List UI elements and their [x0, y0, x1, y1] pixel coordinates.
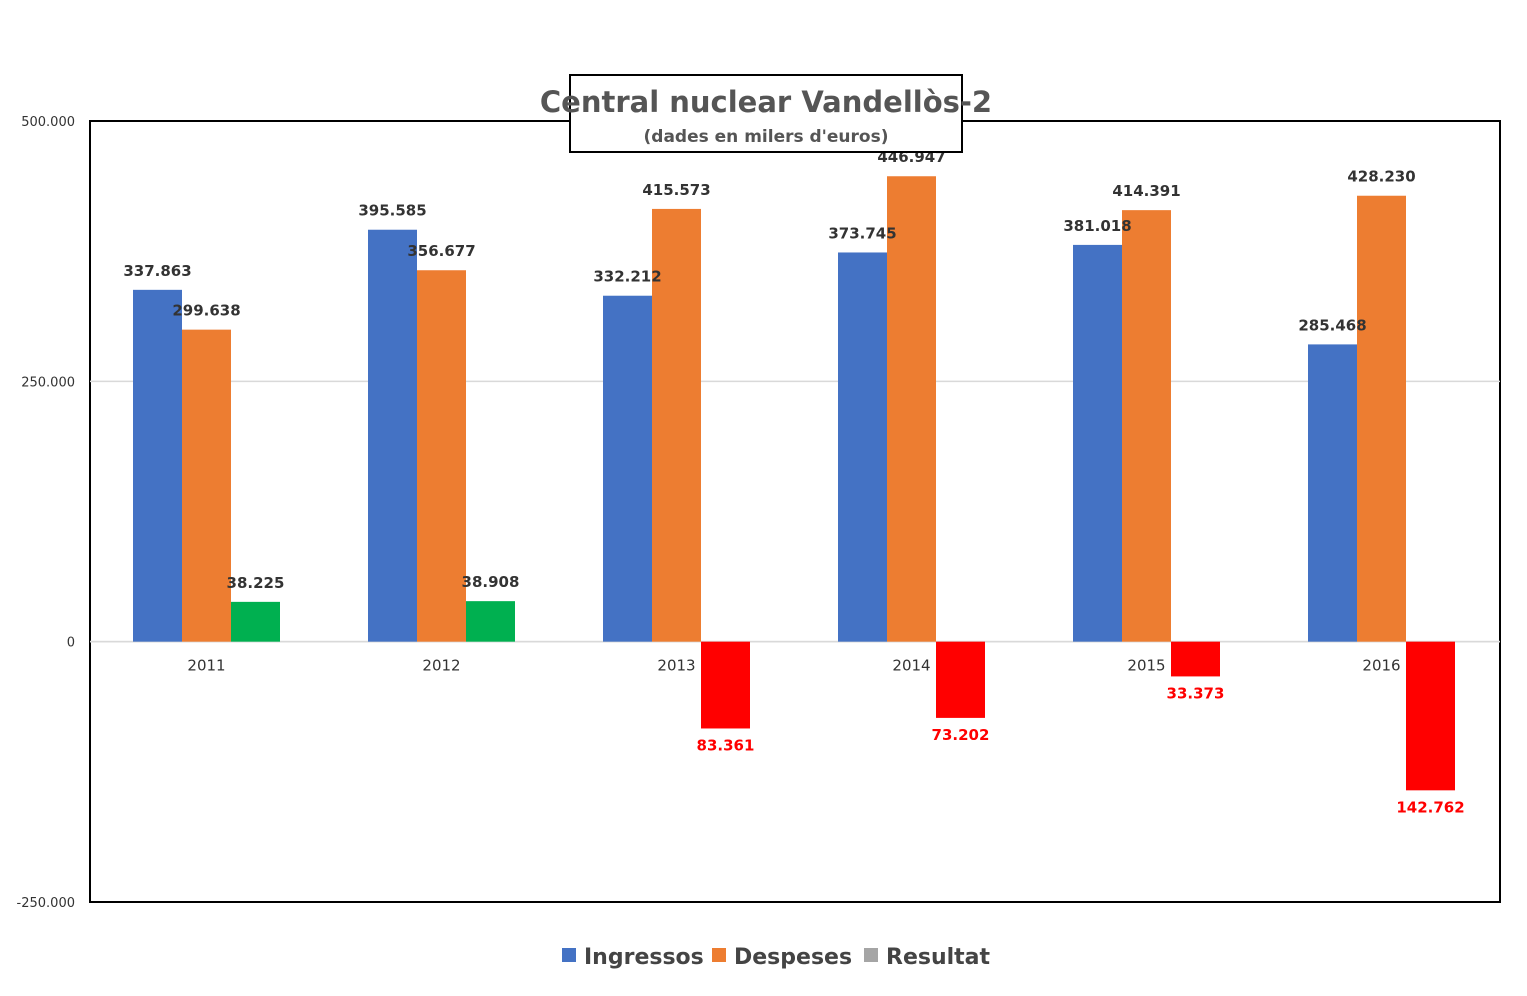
bar-ingressos-2012: [368, 229, 417, 642]
x-tick-label: 2016: [1362, 657, 1400, 675]
bar-ingressos-2011: [133, 289, 182, 642]
data-label-resultat-2015: 33.373: [1167, 684, 1225, 702]
plot-area: [89, 120, 1501, 903]
legend-swatch-despeses: [712, 948, 726, 962]
data-label-despeses-2011: 299.638: [172, 302, 240, 320]
data-label-resultat-2016: 142.762: [1396, 798, 1464, 816]
x-tick-label: 2014: [892, 657, 930, 675]
data-label-despeses-2013: 415.573: [642, 181, 710, 199]
x-axis: 2011 2012 2013 2014 2015 2016: [187, 657, 1400, 675]
y-tick-label: 0: [67, 636, 75, 651]
legend-label-ingressos: Ingressos: [584, 945, 704, 970]
bars: [133, 176, 1455, 791]
x-tick-label: 2012: [422, 657, 460, 675]
data-label-despeses-2015: 414.391: [1112, 182, 1180, 200]
bar-resultat-2011: [231, 601, 280, 642]
gridlines: [90, 380, 1500, 643]
y-tick-label: -250.000: [17, 896, 75, 911]
data-label-resultat-2012: 38.908: [462, 573, 520, 591]
data-label-ingressos-2016: 285.468: [1298, 316, 1366, 334]
data-label-despeses-2012: 356.677: [407, 242, 475, 260]
bar-despeses-2016: [1357, 195, 1406, 642]
data-label-resultat-2011: 38.225: [227, 574, 285, 592]
legend-label-despeses: Despeses: [734, 945, 852, 970]
bar-resultat-2013: [701, 641, 750, 729]
bar-ingressos-2015: [1073, 244, 1122, 642]
bar-despeses-2011: [182, 329, 231, 642]
y-tick-label: 500.000: [21, 115, 75, 130]
data-label-ingressos-2012: 395.585: [358, 202, 426, 220]
bar-resultat-2014: [936, 641, 985, 718]
x-tick-label: 2011: [187, 657, 225, 675]
data-label-resultat-2014: 73.202: [932, 726, 990, 744]
title-box: Central nuclear Vandellòs-2 (dades en mi…: [540, 74, 992, 153]
legend-swatch-resultat: [864, 948, 878, 962]
legend-label-resultat: Resultat: [886, 945, 991, 970]
bar-despeses-2012: [417, 270, 466, 642]
y-tick-label: 250.000: [21, 375, 75, 390]
bar-resultat-2015: [1171, 641, 1220, 677]
x-tick-label: 2015: [1127, 657, 1165, 675]
data-label-ingressos-2011: 337.863: [123, 262, 191, 280]
chart-title: Central nuclear Vandellòs-2: [540, 85, 992, 119]
data-label-ingressos-2013: 332.212: [593, 268, 661, 286]
bar-resultat-2012: [466, 601, 515, 642]
data-label-ingressos-2014: 373.745: [828, 224, 896, 242]
y-axis: 500.000 250.000 0 -250.000: [17, 115, 75, 911]
bar-ingressos-2014: [838, 252, 887, 642]
data-label-resultat-2013: 83.361: [697, 736, 755, 754]
bar-despeses-2015: [1122, 210, 1171, 642]
bar-despeses-2014: [887, 176, 936, 642]
data-label-ingressos-2015: 381.018: [1063, 217, 1131, 235]
legend: Ingressos Despeses Resultat: [562, 945, 991, 970]
bar-ingressos-2016: [1308, 344, 1357, 642]
bar-despeses-2013: [652, 208, 701, 642]
x-tick-label: 2013: [657, 657, 695, 675]
data-label-despeses-2016: 428.230: [1347, 168, 1415, 186]
chart-subtitle: (dades en milers d'euros): [644, 127, 889, 147]
legend-swatch-ingressos: [562, 948, 576, 962]
bar-resultat-2016: [1406, 641, 1455, 791]
bar-ingressos-2013: [603, 295, 652, 642]
